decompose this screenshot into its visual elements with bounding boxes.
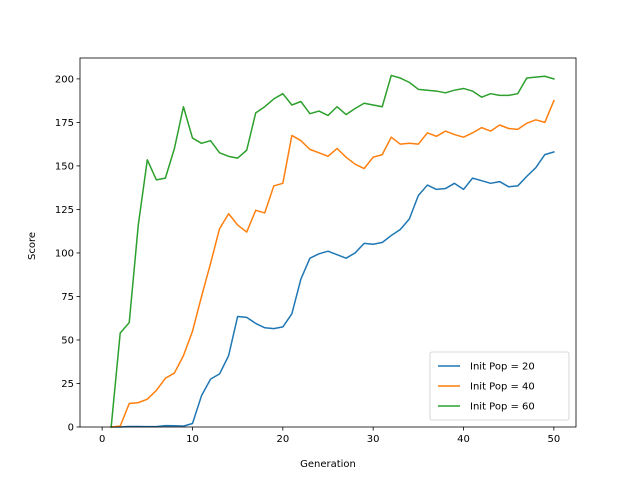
- y-tick-label: 200: [55, 74, 74, 85]
- y-tick-label: 150: [55, 161, 74, 172]
- legend: Init Pop = 20 Init Pop = 40 Init Pop = 60: [429, 351, 570, 421]
- legend-entry-1: Init Pop = 20: [470, 362, 535, 373]
- x-axis-label: Generation: [300, 459, 356, 470]
- legend-box: [429, 351, 570, 421]
- x-tick-label: 10: [186, 434, 199, 445]
- axes-layer: 0 10 20 30 40 50 0 25 50 75 100 125 150 175 200: [55, 57, 577, 445]
- axes-frame: [79, 57, 577, 428]
- y-tick-label: 25: [61, 379, 74, 390]
- y-tick-label: 125: [55, 205, 74, 216]
- y-tick-label: 0: [68, 423, 74, 434]
- series-line-2: [110, 99, 555, 428]
- y-tick-label: 100: [55, 248, 74, 259]
- x-tick-label: 0: [99, 434, 105, 445]
- y-tick-label: 75: [61, 292, 74, 303]
- x-tick-label: 30: [367, 434, 380, 445]
- y-axis-label: Score: [27, 232, 38, 260]
- y-tick-label: 50: [61, 335, 74, 346]
- y-tick-label: 175: [55, 118, 74, 129]
- x-tick-label: 40: [457, 434, 470, 445]
- series-layer: [110, 74, 555, 428]
- x-tick-label: 50: [547, 434, 560, 445]
- legend-entry-2: Init Pop = 40: [470, 382, 535, 393]
- x-tick-label: 20: [276, 434, 289, 445]
- series-line-3: [110, 74, 555, 428]
- series-line-1: [110, 151, 555, 428]
- legend-entry-3: Init Pop = 60: [470, 402, 535, 413]
